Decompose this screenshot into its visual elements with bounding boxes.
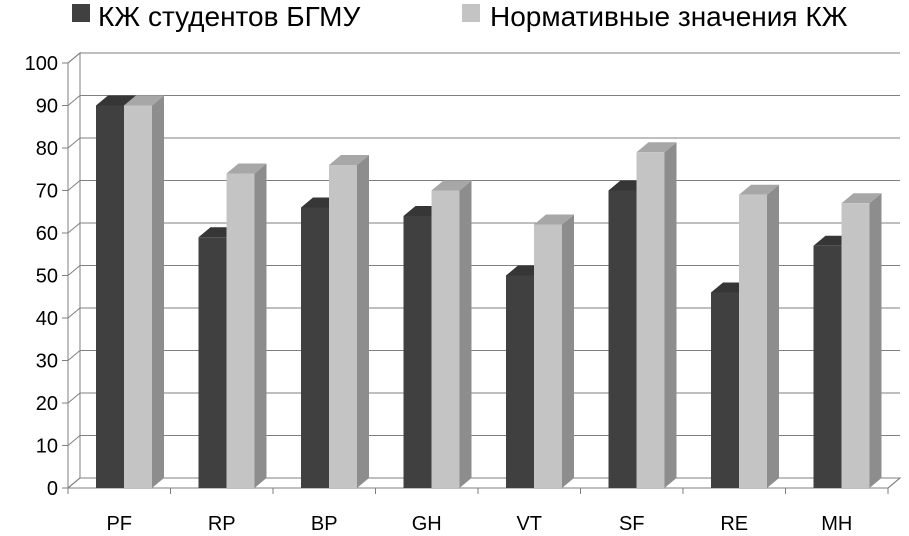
bar-side-gh-s2 (459, 180, 472, 488)
bar-sf-s1 (608, 190, 637, 488)
gridline-depth-100 (67, 52, 81, 64)
x-tick-label-sf: SF (619, 513, 645, 535)
bar-side-vt-s2 (562, 214, 574, 488)
plot-area: 0 10 20 30 40 50 60 70 80 90 100 PF RP BP GH VT SF RE MH (25, 51, 902, 535)
bar-top-mh-s2 (841, 193, 882, 204)
bar-side-sf-s2 (664, 142, 677, 488)
gridline-depth-20 (67, 392, 81, 404)
bar-re-s1 (711, 292, 739, 488)
bar-side-bp-s2 (357, 155, 369, 488)
gridline-depth-0 (67, 477, 81, 489)
y-tick-label-0: 0 (47, 478, 58, 500)
legend: КЖ студентов БГМУ Нормативные значения К… (72, 1, 848, 32)
bar-mh-s1 (813, 245, 842, 488)
gridline-depth-30 (67, 350, 81, 361)
legend-label-1: КЖ студентов БГМУ (98, 1, 360, 32)
gridline-depth-40 (67, 307, 81, 319)
y-tick-label-50: 50 (36, 266, 58, 288)
bar-gh-s2 (431, 190, 460, 488)
bar-mh-s2 (841, 203, 870, 488)
gridline-depth-60 (67, 222, 81, 234)
x-tick-label-gh: GH (412, 513, 442, 535)
bar-side-mh-s2 (869, 193, 882, 488)
gridline-depth-10 (67, 435, 81, 446)
legend-item-2: Нормативные значения КЖ (462, 1, 848, 32)
bar-vt-s1 (506, 275, 534, 488)
y-tick-label-20: 20 (36, 393, 58, 415)
legend-swatch-1 (72, 4, 90, 22)
bar-bp-s2 (329, 165, 357, 488)
y-tick-label-60: 60 (36, 223, 58, 245)
floor-right-edge (887, 477, 901, 489)
y-tick-label-80: 80 (36, 138, 58, 160)
x-tick-label-rp: RP (208, 513, 236, 535)
bar-side-rp-s2 (254, 163, 267, 488)
x-tick-label-re: RE (720, 513, 748, 535)
bar-top-re-s2 (739, 184, 779, 195)
bar-top-gh-s2 (431, 180, 472, 191)
bar-sf-s2 (636, 152, 665, 488)
bar-top-pf-s2 (124, 95, 164, 106)
legend-label-2: Нормативные значения КЖ (490, 1, 848, 32)
gridline-depth-70 (67, 180, 81, 191)
x-tick-label-mh: MH (821, 513, 852, 535)
bar-rp-s2 (226, 173, 255, 488)
bar-top-bp-s2 (329, 155, 369, 165)
bar-re-s2 (739, 194, 767, 488)
y-tick-label-30: 30 (36, 351, 58, 373)
bar-top-sf-s2 (636, 142, 677, 153)
gridline-depth-90 (67, 95, 81, 106)
x-tick-label-bp: BP (311, 513, 338, 535)
bar-pf-s1 (96, 105, 124, 488)
bar-top-vt-s2 (534, 214, 574, 225)
bar-gh-s1 (403, 216, 432, 488)
bar-rp-s1 (198, 237, 227, 488)
x-tick-label-pf: PF (106, 513, 132, 535)
y-tick-label-100: 100 (25, 53, 58, 75)
legend-swatch-2 (462, 4, 480, 22)
bar-bp-s1 (301, 207, 329, 488)
gridline-depth-50 (67, 265, 81, 276)
y-tick-label-90: 90 (36, 96, 58, 118)
x-tick-label-vt: VT (516, 513, 542, 535)
bar-vt-s2 (534, 224, 562, 488)
bar-top-pf-s1 (96, 95, 136, 106)
y-tick-label-70: 70 (36, 181, 58, 203)
legend-item-1: КЖ студентов БГМУ (72, 1, 360, 32)
y-tick-label-10: 10 (36, 436, 58, 458)
y-tick-label-40: 40 (36, 308, 58, 330)
bar-side-re-s2 (767, 184, 779, 488)
gridline-depth-80 (67, 137, 81, 149)
bar-top-rp-s2 (226, 163, 267, 174)
bar-pf-s2 (124, 105, 152, 488)
bar-side-pf-s2 (152, 95, 164, 488)
